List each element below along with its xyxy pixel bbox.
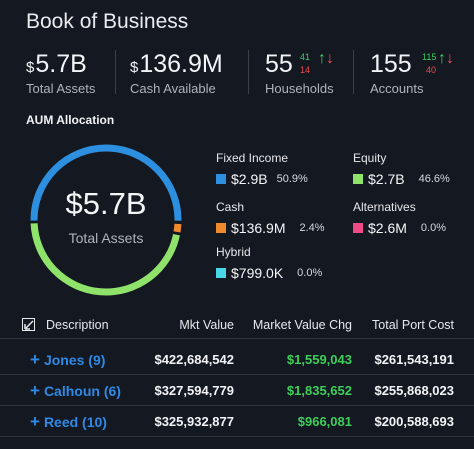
legend-swatch [353, 223, 363, 233]
legend-swatch [216, 268, 226, 278]
legend-swatch [353, 174, 363, 184]
table-header: Description Mkt Value Market Value Chg T… [0, 312, 474, 339]
aum-allocation-title: AUM Allocation [26, 113, 115, 127]
cell-total-port-cost: $261,543,191 [374, 352, 454, 367]
cell-total-port-cost: $200,588,693 [374, 414, 454, 429]
cell-total-port-cost: $255,868,023 [374, 383, 454, 398]
currency-symbol: $ [26, 59, 35, 76]
donut-segment-fixed-income[interactable] [30, 144, 182, 221]
aum-donut-chart[interactable] [28, 142, 184, 298]
total-assets-label: Total Assets [26, 81, 96, 96]
households-label: Households [265, 81, 334, 96]
cell-mkt-value: $327,594,779 [154, 383, 234, 398]
legend-value: $2.6M [368, 220, 407, 236]
expand-plus-icon[interactable]: + [30, 350, 40, 369]
column-header-market-value-chg[interactable]: Market Value Chg [252, 318, 352, 332]
cell-mkt-value: $422,684,542 [154, 352, 234, 367]
legend-hybrid[interactable]: Hybrid $799.0K 0.0% [216, 245, 322, 281]
legend-fixed-income[interactable]: Fixed Income $2.9B 50.9% [216, 151, 308, 187]
up-down-arrows-icon: ↑↓ [318, 50, 334, 67]
stat-accounts[interactable]: 155 Accounts [370, 50, 423, 102]
expand-plus-icon[interactable]: + [30, 412, 40, 431]
legend-value: $136.9M [231, 220, 286, 236]
divider [248, 50, 249, 94]
households-up-count: 41 [300, 52, 311, 62]
table-row[interactable]: + Reed (10) $325,932,877 $966,081 $200,58… [0, 406, 474, 437]
stat-households[interactable]: 55 Households [265, 50, 334, 102]
row-name[interactable]: + Reed (10) [30, 412, 107, 431]
legend-alternatives[interactable]: Alternatives $2.6M 0.0% [353, 200, 446, 236]
legend-percent: 2.4% [299, 222, 325, 234]
households-value: 55 [265, 50, 293, 78]
legend-equity[interactable]: Equity $2.7B 46.6% [353, 151, 450, 187]
legend-name: Hybrid [216, 245, 251, 259]
accounts-value: 155 [370, 50, 412, 78]
table-row[interactable]: + Calhoun (6) $327,594,779 $1,835,652 $25… [0, 375, 474, 406]
donut-center-label: Total Assets [68, 230, 144, 246]
legend-value: $2.7B [368, 171, 405, 187]
column-header-total-port-cost[interactable]: Total Port Cost [372, 318, 454, 332]
legend-cash[interactable]: Cash $136.9M 2.4% [216, 200, 325, 236]
legend-percent: 0.0% [297, 267, 323, 279]
legend-swatch [216, 174, 226, 184]
legend-percent: 0.0% [420, 222, 446, 234]
cash-available-label: Cash Available [130, 81, 216, 96]
legend-name: Fixed Income [216, 151, 289, 165]
cell-mkt-value: $325,932,877 [154, 414, 234, 429]
cash-available-value: 136.9M [139, 50, 223, 78]
row-name[interactable]: + Calhoun (6) [30, 381, 121, 400]
legend-percent: 46.6% [418, 173, 450, 185]
divider [353, 50, 354, 94]
expand-plus-icon[interactable]: + [30, 381, 40, 400]
divider [115, 50, 116, 94]
legend-name: Equity [353, 151, 387, 165]
column-header-description[interactable]: Description [46, 318, 109, 332]
legend-swatch [216, 223, 226, 233]
donut-segment-cash[interactable] [173, 223, 182, 233]
households-down-count: 14 [300, 65, 311, 75]
legend-name: Cash [216, 200, 245, 214]
cell-market-value-chg: $966,081 [297, 414, 352, 429]
legend-value: $799.0K [231, 265, 284, 281]
table-row[interactable]: + Jones (9) $422,684,542 $1,559,043 $261,… [0, 344, 474, 375]
donut-segment-equity[interactable] [30, 223, 180, 296]
accounts-up-count: 115 [422, 52, 437, 62]
stat-cash-available[interactable]: $136.9M Cash Available [130, 50, 223, 102]
page-title: Book of Business [26, 10, 189, 33]
up-down-arrows-icon: ↑↓ [438, 50, 454, 67]
row-name[interactable]: + Jones (9) [30, 350, 106, 369]
legend-name: Alternatives [353, 200, 416, 214]
expand-collapse-all-icon[interactable] [22, 318, 35, 331]
legend-percent: 50.9% [276, 173, 308, 185]
donut-center-value: $5.7B [65, 186, 147, 221]
stat-total-assets[interactable]: $5.7B Total Assets [26, 50, 95, 102]
legend-value: $2.9B [231, 171, 268, 187]
currency-symbol: $ [130, 59, 139, 76]
cell-market-value-chg: $1,835,652 [286, 383, 352, 398]
cell-market-value-chg: $1,559,043 [286, 352, 352, 367]
column-header-mkt-value[interactable]: Mkt Value [179, 318, 234, 332]
accounts-label: Accounts [370, 81, 424, 96]
accounts-down-count: 40 [426, 65, 437, 75]
total-assets-value: 5.7B [35, 50, 87, 78]
